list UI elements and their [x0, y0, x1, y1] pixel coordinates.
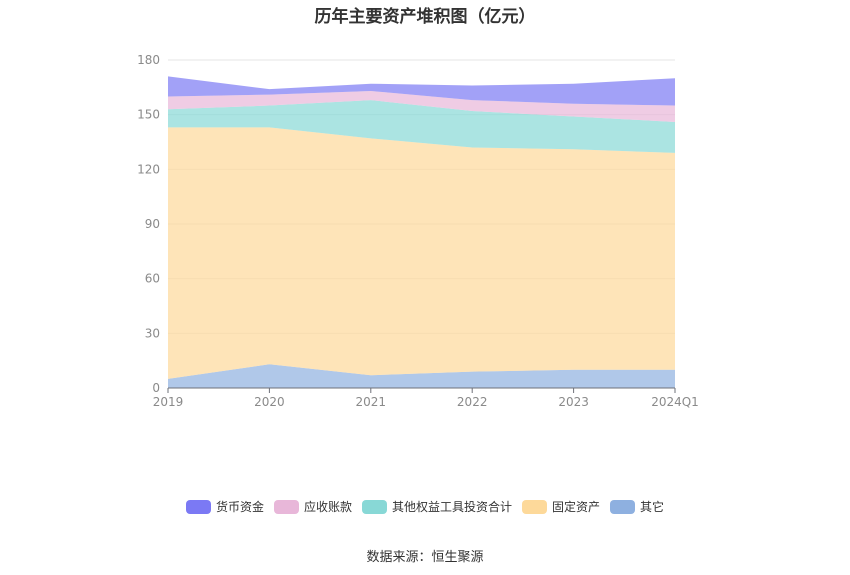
legend-swatch — [185, 499, 211, 514]
y-tick-label: 150 — [137, 108, 160, 122]
legend-label: 货币资金 — [215, 500, 264, 514]
y-tick-label: 120 — [137, 162, 160, 176]
y-tick-label: 90 — [145, 217, 160, 231]
axes: 0 30 60 90 120 150 180 2019 2020 2021 2022 2023 2024… — [137, 53, 699, 409]
legend-item[interactable]: 货币资金 — [185, 498, 264, 515]
legend-swatch — [610, 499, 636, 514]
x-tick-label: 2020 — [254, 395, 285, 409]
x-tick-label: 2022 — [457, 395, 488, 409]
area-series-2 — [168, 100, 675, 153]
y-tick-label: 0 — [152, 381, 160, 395]
area-series-3 — [168, 90, 675, 122]
legend-item[interactable]: 其它 — [610, 498, 664, 515]
x-tick-label: 2023 — [558, 395, 589, 409]
legend-item[interactable]: 固定资产 — [522, 498, 600, 515]
y-tick-label: 180 — [137, 53, 160, 67]
legend-label: 固定资产 — [552, 500, 601, 514]
area-series-4 — [168, 76, 675, 106]
x-tick-label: 2019 — [153, 395, 184, 409]
legend-swatch — [361, 499, 387, 514]
area-series — [168, 76, 675, 388]
chart-title: 历年主要资产堆积图（亿元） — [314, 7, 536, 27]
area-series-1 — [168, 127, 675, 379]
x-tick-label: 2024Q1 — [651, 395, 699, 409]
legend-label: 其他权益工具投资合计 — [391, 500, 512, 514]
legend-item[interactable]: 其他权益工具投资合计 — [361, 498, 512, 515]
legend-label: 其它 — [640, 500, 665, 514]
legend-swatch — [273, 499, 299, 514]
legend-label: 应收账款 — [303, 500, 352, 514]
x-tick-label: 2021 — [356, 395, 387, 409]
y-tick-label: 30 — [145, 326, 160, 340]
legend-item[interactable]: 应收账款 — [273, 498, 352, 515]
data-source: 数据来源：恒生聚源 — [366, 550, 484, 565]
area-series-0 — [168, 364, 675, 388]
y-tick-label: 60 — [145, 272, 160, 286]
legend: 货币资金 应收账款 其他权益工具投资合计 固定资产 其它 — [0, 498, 850, 515]
legend-swatch — [522, 499, 547, 514]
